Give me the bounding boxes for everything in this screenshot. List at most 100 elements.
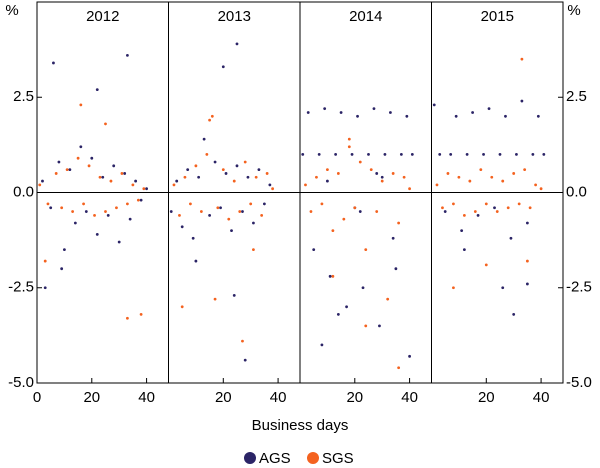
point	[219, 206, 222, 210]
point	[109, 179, 113, 183]
point	[460, 229, 464, 233]
point	[136, 198, 140, 202]
point	[334, 153, 338, 156]
x-tick-label: 0	[33, 389, 41, 406]
point	[317, 153, 321, 156]
point	[54, 172, 58, 175]
x-axis-label: Business days	[252, 417, 349, 434]
point	[90, 156, 94, 160]
point	[49, 206, 53, 210]
point	[320, 343, 324, 347]
point	[394, 267, 398, 271]
point	[112, 164, 116, 168]
point	[95, 88, 99, 92]
point	[252, 221, 255, 225]
point	[93, 213, 96, 217]
point	[408, 187, 411, 191]
point	[126, 202, 129, 206]
point	[542, 153, 546, 156]
point	[449, 153, 453, 156]
point	[490, 175, 494, 179]
point	[254, 175, 258, 179]
point	[194, 259, 198, 263]
panel-frame	[431, 1, 564, 384]
point	[241, 339, 244, 343]
point	[123, 172, 127, 175]
point	[139, 198, 143, 202]
point	[325, 179, 329, 183]
point	[405, 114, 409, 118]
point	[246, 175, 250, 179]
point	[397, 221, 401, 225]
point	[484, 263, 488, 267]
point	[128, 217, 132, 221]
point	[101, 175, 105, 179]
point	[68, 168, 72, 172]
point	[213, 160, 217, 164]
point	[331, 229, 335, 233]
point	[186, 168, 190, 172]
point	[87, 164, 91, 168]
point	[531, 153, 535, 156]
point	[126, 53, 129, 57]
point	[243, 358, 247, 362]
point	[260, 213, 264, 217]
point	[347, 145, 351, 149]
point	[82, 202, 85, 206]
point	[482, 153, 485, 156]
point	[506, 206, 510, 210]
x-tick-label: 20	[83, 389, 100, 406]
point	[375, 172, 379, 175]
point	[432, 103, 436, 107]
point	[180, 305, 184, 309]
point	[479, 168, 483, 172]
point	[216, 206, 220, 210]
x-tick-label: 20	[478, 389, 495, 406]
x-tick-label: 40	[270, 389, 287, 406]
point	[375, 210, 379, 213]
point	[175, 179, 179, 183]
point	[364, 324, 368, 328]
y-unit-left: %	[5, 2, 18, 19]
point	[249, 202, 253, 206]
point	[452, 202, 455, 206]
point	[194, 164, 198, 168]
point	[60, 267, 64, 271]
point	[197, 175, 201, 179]
point	[358, 210, 362, 213]
point	[65, 168, 69, 172]
point	[528, 206, 532, 210]
point	[205, 153, 209, 156]
point	[115, 206, 118, 210]
y-tick-label: 2.5	[566, 88, 587, 105]
point	[358, 160, 362, 164]
point	[336, 313, 340, 316]
point	[189, 202, 192, 206]
point	[473, 210, 477, 213]
y-tick-label: -2.5	[8, 279, 34, 296]
y-tick-label: 2.5	[13, 88, 34, 105]
point	[391, 236, 395, 240]
point	[331, 274, 335, 278]
point	[84, 210, 88, 213]
point	[397, 366, 401, 370]
point	[495, 210, 499, 213]
x-tick-label: 20	[215, 389, 232, 406]
point	[364, 248, 368, 252]
point	[320, 202, 324, 206]
point	[262, 202, 266, 206]
legend-label: SGS	[322, 450, 354, 467]
point	[386, 297, 390, 301]
point	[380, 175, 384, 179]
point	[443, 210, 447, 213]
legend-marker	[244, 452, 256, 464]
point	[210, 114, 214, 118]
point	[438, 153, 442, 156]
point	[104, 210, 107, 213]
point	[462, 248, 466, 252]
point	[306, 111, 310, 114]
point	[512, 172, 516, 175]
point	[224, 172, 228, 175]
point	[350, 153, 354, 156]
